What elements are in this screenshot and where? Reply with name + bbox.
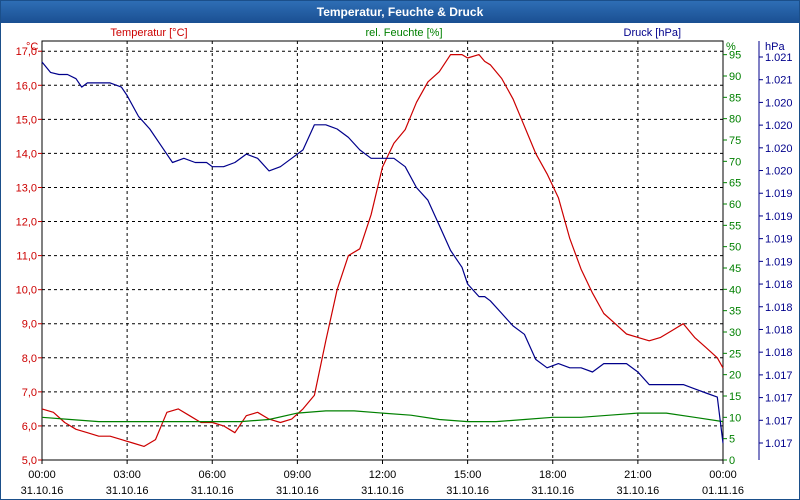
humidity-tick-label: 65 xyxy=(729,178,741,190)
pressure-tick-label: 1.019 xyxy=(765,256,793,268)
x-tick-time-label: 12:00 xyxy=(369,469,397,481)
x-tick-date-label: 31.10.16 xyxy=(616,485,659,497)
pressure-tick-label: 1.021 xyxy=(765,52,793,64)
temperature-tick-label: 10,0 xyxy=(16,285,37,297)
x-tick-date-label: 31.10.16 xyxy=(446,485,489,497)
humidity-tick-label: 55 xyxy=(729,220,741,232)
pressure-tick-label: 1.018 xyxy=(765,324,793,336)
pressure-tick-label: 1.017 xyxy=(765,438,793,450)
humidity-tick-label: 0 xyxy=(729,455,735,467)
temperature-tick-label: 6,0 xyxy=(22,421,37,433)
pressure-tick-label: 1.020 xyxy=(765,97,793,109)
x-tick-date-label: 31.10.16 xyxy=(106,485,149,497)
window-title: Temperatur, Feuchte & Druck xyxy=(316,5,484,19)
x-tick-date-label: 31.10.16 xyxy=(191,485,234,497)
humidity-ticks: 0 5 10 15 20 25 30 35 40 45 50 55 60 65 70 75 80 85 90 95 xyxy=(723,50,741,467)
humidity-tick-label: 25 xyxy=(729,348,741,360)
temperature-tick-label: 5,0 xyxy=(22,455,37,467)
humidity-axis-label: rel. Feuchte [%] xyxy=(365,27,442,39)
humidity-tick-label: 40 xyxy=(729,284,741,296)
pressure-tick-label: 1.020 xyxy=(765,143,793,155)
pressure-tick-label: 1.018 xyxy=(765,347,793,359)
humidity-tick-label: 5 xyxy=(729,434,735,446)
pressure-tick-label: 1.017 xyxy=(765,370,793,382)
temperature-unit-label: °C xyxy=(26,41,38,53)
temperature-tick-label: 12,0 xyxy=(16,217,37,229)
humidity-tick-label: 10 xyxy=(729,412,741,424)
x-tick-date-label: 01.11.16 xyxy=(702,485,744,497)
temperature-tick-label: 7,0 xyxy=(22,387,37,399)
x-tick-time-label: 09:00 xyxy=(284,469,312,481)
pressure-tick-label: 1.019 xyxy=(765,188,793,200)
pressure-tick-label: 1.020 xyxy=(765,120,793,132)
x-tick-time-label: 18:00 xyxy=(539,469,567,481)
pressure-tick-label: 1.018 xyxy=(765,279,793,291)
humidity-tick-label: 50 xyxy=(729,242,741,254)
x-tick-date-label: 31.10.16 xyxy=(361,485,404,497)
humidity-tick-label: 15 xyxy=(729,391,741,403)
x-axis-ticks: 00:00 31.10.16 03:00 31.10.16 06:00 31.10.16 0… xyxy=(21,460,744,497)
humidity-unit-label: % xyxy=(726,41,736,53)
temperature-tick-label: 13,0 xyxy=(16,182,37,194)
humidity-tick-label: 90 xyxy=(729,71,741,83)
x-tick-date-label: 31.10.16 xyxy=(531,485,574,497)
title-bar: Temperatur, Feuchte & Druck xyxy=(1,1,799,23)
pressure-tick-label: 1.018 xyxy=(765,302,793,314)
humidity-tick-label: 80 xyxy=(729,114,741,126)
humidity-tick-label: 70 xyxy=(729,156,741,168)
humidity-tick-label: 35 xyxy=(729,306,741,318)
humidity-tick-label: 60 xyxy=(729,199,741,211)
series-lines xyxy=(41,53,724,447)
pressure-tick-label: 1.017 xyxy=(765,393,793,405)
temperature-tick-label: 8,0 xyxy=(22,353,37,365)
x-tick-time-label: 03:00 xyxy=(113,469,141,481)
x-tick-time-label: 00:00 xyxy=(709,469,737,481)
x-tick-time-label: 21:00 xyxy=(624,469,652,481)
pressure-tick-label: 1.020 xyxy=(765,166,793,178)
humidity-tick-label: 30 xyxy=(729,327,741,339)
pressure-axis-label: Druck [hPa] xyxy=(624,27,681,39)
pressure-line xyxy=(41,61,724,444)
grid-lines xyxy=(42,41,723,460)
temperature-tick-label: 11,0 xyxy=(16,251,37,263)
humidity-tick-label: 75 xyxy=(729,135,741,147)
x-tick-date-label: 31.10.16 xyxy=(276,485,319,497)
x-tick-time-label: 00:00 xyxy=(28,469,56,481)
humidity-tick-label: 20 xyxy=(729,370,741,382)
humidity-tick-label: 45 xyxy=(729,263,741,275)
temperature-axis-label: Temperatur [°C] xyxy=(110,27,187,39)
pressure-tick-label: 1.019 xyxy=(765,211,793,223)
temperature-tick-label: 17,0 xyxy=(16,46,37,58)
temperature-tick-label: 15,0 xyxy=(16,114,37,126)
humidity-tick-label: 85 xyxy=(729,92,741,104)
pressure-tick-label: 1.021 xyxy=(765,75,793,87)
pressure-ticks: 1.017 1.017 1.017 1.017 1.018 1.018 1.018 1.018… xyxy=(758,41,793,460)
x-tick-time-label: 15:00 xyxy=(454,469,482,481)
humidity-tick-label: 95 xyxy=(729,50,741,62)
pressure-tick-label: 1.017 xyxy=(765,415,793,427)
temperature-tick-label: 16,0 xyxy=(16,80,37,92)
temperature-ticks: 5,0 6,0 7,0 8,0 9,0 10,0 11,0 12,0 13,0 14,0 15,0 1… xyxy=(16,46,42,467)
x-tick-time-label: 06:00 xyxy=(198,469,226,481)
x-tick-date-label: 31.10.16 xyxy=(21,485,64,497)
temperature-tick-label: 14,0 xyxy=(16,148,37,160)
humidity-line xyxy=(41,410,724,423)
temperature-line xyxy=(41,53,724,447)
temperature-tick-label: 9,0 xyxy=(22,319,37,331)
pressure-tick-label: 1.019 xyxy=(765,234,793,246)
pressure-unit-label: hPa xyxy=(765,41,785,53)
